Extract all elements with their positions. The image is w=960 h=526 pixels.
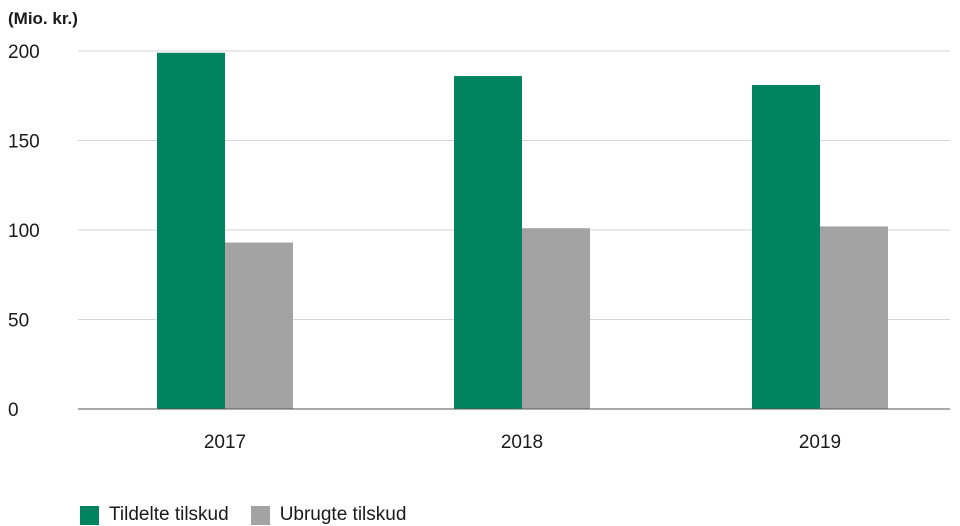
bar-tildelte-2018: [454, 76, 522, 409]
legend-item-ubrugte: Ubrugte tilskud: [250, 504, 407, 526]
legend: Tildelte tilskud Ubrugte tilskud: [80, 504, 428, 526]
x-tick-label: 2019: [799, 432, 841, 453]
legend-item-tildelte: Tildelte tilskud: [80, 504, 229, 526]
y-tick-label: 200: [8, 42, 40, 63]
y-tick-label: 50: [8, 311, 29, 332]
bar-ubrugte-2019: [820, 226, 888, 409]
bars: [157, 52, 888, 409]
x-axis-ticks: 2017 2018 2019: [204, 432, 841, 453]
legend-swatch-ubrugte: [250, 505, 270, 525]
y-tick-label: 150: [8, 132, 40, 153]
y-axis-unit-label: (Mio. kr.): [8, 9, 78, 28]
bar-tildelte-2019: [752, 85, 820, 409]
bar-tildelte-2017: [157, 52, 225, 409]
x-tick-label: 2018: [501, 432, 543, 453]
y-tick-label: 0: [8, 400, 19, 421]
y-axis-ticks: 0 50 100 150 200: [8, 42, 40, 421]
y-tick-label: 100: [8, 221, 40, 242]
bar-ubrugte-2018: [522, 228, 590, 409]
legend-label-ubrugte: Ubrugte tilskud: [279, 504, 407, 525]
bar-ubrugte-2017: [225, 242, 293, 409]
legend-label-tildelte: Tildelte tilskud: [109, 504, 229, 525]
x-tick-label: 2017: [204, 432, 246, 453]
legend-swatch-tildelte: [80, 505, 99, 525]
bar-chart: (Mio. kr.) 0 50 100 150 200 2017 2018 2019: [8, 9, 950, 453]
